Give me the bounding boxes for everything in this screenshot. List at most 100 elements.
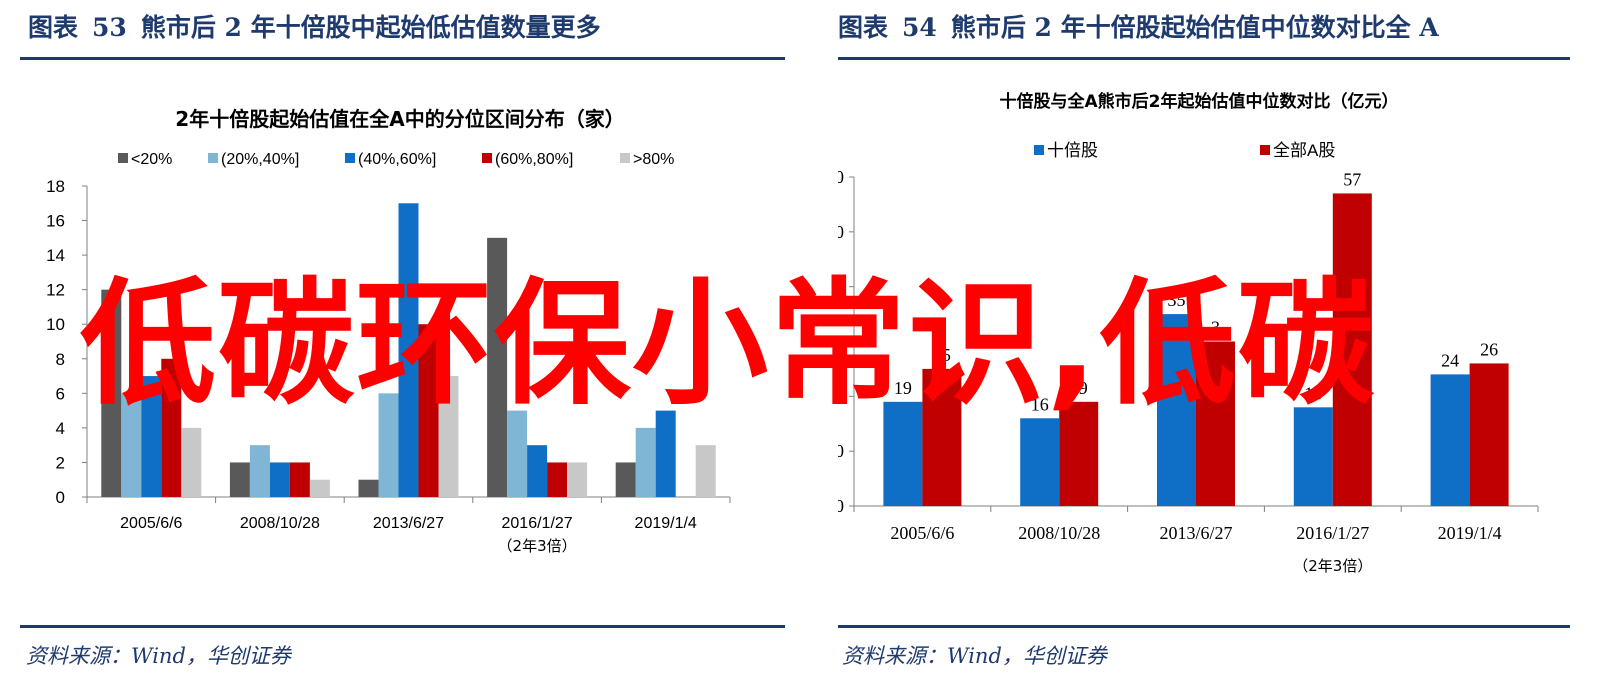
bar	[1293, 407, 1333, 506]
chart-title: 2年十倍股起始估值在全A中的分位区间分布（家）	[175, 107, 624, 131]
x-tick-label: 2008/10/28	[240, 515, 320, 532]
bar	[655, 410, 676, 497]
x-tick-note: （2年3倍）	[1293, 557, 1372, 575]
legend-swatch	[482, 153, 492, 163]
legend-swatch	[118, 153, 128, 163]
bar	[1196, 341, 1235, 506]
bar	[309, 479, 330, 497]
y-tick-label: 18	[46, 177, 65, 196]
legend-swatch	[1034, 145, 1044, 155]
figure-54: 图表 54 熊市后 2 年十倍股起始估值中位数对比全 A 十倍股与全A熊市后2年起始…	[838, 0, 1623, 683]
chart-title: 十倍股与全A熊市后2年起始估值中位数对比（亿元）	[1000, 91, 1399, 112]
legend-swatch	[620, 153, 630, 163]
y-tick-label: 12	[46, 281, 65, 300]
y-tick-label: 20	[838, 386, 844, 406]
bar	[161, 358, 182, 497]
bar	[507, 410, 528, 497]
data-label: 24	[1441, 350, 1459, 370]
bar	[249, 445, 270, 497]
data-label: 19	[1070, 378, 1088, 398]
bar	[1157, 314, 1196, 506]
bar	[635, 427, 656, 497]
y-tick-label: 10	[46, 315, 65, 334]
legend-label: <20%	[131, 151, 172, 168]
source-note: 资料来源：Wind，华创证券	[842, 644, 1107, 668]
y-tick-label: 40	[838, 277, 844, 297]
x-tick-label: 2019/1/4	[1438, 523, 1502, 543]
y-tick-label: 50	[838, 222, 844, 242]
footer-rule	[838, 625, 1570, 628]
source-note: 资料来源：Wind，华创证券	[26, 644, 291, 668]
bar	[438, 376, 459, 497]
x-tick-label: 2005/6/6	[890, 523, 954, 543]
legend-swatch	[208, 153, 218, 163]
bar	[181, 427, 202, 497]
figure-label: 图表	[28, 13, 79, 42]
bar	[1430, 374, 1470, 506]
bar	[547, 462, 568, 497]
watermark-overlay: 低碳环保小常识,低碳	[80, 266, 1376, 424]
figure-number: 54	[902, 13, 937, 42]
y-tick-label: 30	[838, 332, 844, 352]
legend-label: 十倍股	[1047, 141, 1098, 160]
bar	[141, 376, 162, 497]
y-tick-label: 0	[838, 496, 844, 516]
bar	[615, 462, 636, 497]
y-tick-label: 8	[56, 350, 65, 369]
y-tick-label: 4	[56, 419, 65, 438]
bar	[101, 289, 122, 497]
figure-header: 图表 54 熊市后 2 年十倍股起始估值中位数对比全 A	[838, 8, 1439, 44]
x-tick-label: 2016/1/27	[502, 515, 573, 532]
figure-53: 图表 53 熊市后 2 年十倍股中起始低估值数量更多 2年十倍股起始估值在全A中的分…	[0, 0, 800, 683]
bar	[922, 368, 962, 506]
x-tick-label: 2005/6/6	[120, 515, 182, 532]
data-label: 19	[894, 378, 912, 398]
data-label: 57	[1343, 169, 1361, 189]
legend-label: (40%,60%]	[358, 151, 436, 168]
data-label: 26	[1480, 339, 1498, 359]
bar	[1059, 401, 1099, 506]
data-label: 35	[1168, 290, 1186, 310]
x-tick-label: 2016/1/27	[1296, 523, 1369, 543]
header-rule	[838, 57, 1570, 60]
data-label: 25	[933, 345, 951, 365]
data-label: 18	[1304, 383, 1322, 403]
x-tick-label: 2008/10/28	[1018, 523, 1100, 543]
footer-rule	[20, 625, 785, 628]
bar	[1332, 193, 1372, 506]
legend-label: (60%,80%]	[495, 151, 573, 168]
x-tick-label: 2013/6/27	[1159, 523, 1232, 543]
header-rule	[20, 57, 785, 60]
bar	[1469, 363, 1509, 506]
y-tick-label: 16	[46, 212, 65, 231]
bar	[567, 462, 588, 497]
bar	[358, 479, 379, 497]
y-tick-label: 60	[838, 167, 844, 187]
bar	[487, 237, 508, 498]
bar	[121, 393, 142, 497]
figure-label: 图表	[838, 13, 889, 42]
y-tick-label: 10	[838, 441, 844, 461]
bar	[398, 203, 419, 497]
y-tick-label: 0	[56, 488, 65, 507]
bar	[269, 462, 290, 497]
y-tick-label: 14	[46, 246, 65, 265]
legend-swatch	[345, 153, 355, 163]
data-label: 16	[1031, 394, 1049, 414]
figure-title: 熊市后 2 年十倍股起始估值中位数对比全 A	[950, 13, 1439, 42]
figure-header: 图表 53 熊市后 2 年十倍股中起始低估值数量更多	[28, 8, 601, 44]
legend-label: (20%,40%]	[221, 151, 299, 168]
legend-swatch	[1260, 145, 1270, 155]
x-tick-note: （2年3倍）	[498, 537, 577, 555]
bar	[883, 401, 923, 506]
x-tick-label: 2013/6/27	[373, 515, 444, 532]
legend-label: >80%	[633, 151, 674, 168]
y-tick-label: 2	[56, 453, 65, 472]
median-valuation-bar-chart: 十倍股与全A熊市后2年起始估值中位数对比（亿元） 十倍股 全部A股 0 10 20 30 40…	[838, 91, 1539, 575]
data-label: 3	[1211, 318, 1220, 338]
bar	[229, 462, 250, 497]
bar	[418, 324, 439, 497]
legend-label: 全部A股	[1273, 141, 1335, 160]
bar	[695, 445, 716, 497]
bar	[1020, 418, 1060, 506]
